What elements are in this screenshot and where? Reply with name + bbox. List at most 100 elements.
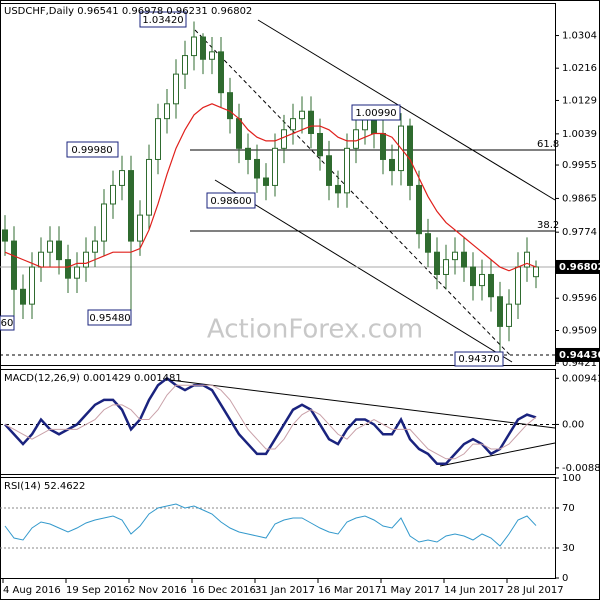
candle-body (443, 259, 449, 275)
candle-body (146, 158, 152, 216)
annotation-label: 0.99980 (71, 145, 112, 156)
candle-body (173, 73, 179, 105)
annotation: 0.98600 (206, 192, 256, 209)
y-tick-label: 70 (562, 503, 575, 514)
candle-body (470, 266, 476, 287)
channel-line (214, 179, 513, 363)
candle-body (335, 184, 341, 194)
candle-body (65, 259, 71, 279)
fib-label: 38.2 (537, 220, 559, 231)
label: MACD(12,26,9) (4, 373, 80, 384)
candle-body (2, 229, 8, 242)
annotation: 60 (0, 315, 15, 331)
y-tick-label: 0.9865 (562, 193, 597, 204)
candle-body (56, 240, 62, 261)
candle-body (245, 147, 251, 160)
series-line (4, 376, 537, 465)
y-tick-label: 1.0129 (562, 95, 597, 106)
x-tick-label: 16 Dec 2016 (192, 585, 256, 596)
candle-body (461, 251, 467, 268)
close-value: 0.96802 (211, 6, 252, 17)
fib-label: 61.8 (537, 139, 559, 150)
candle-body (38, 251, 44, 268)
annotation-label: 60 (1, 318, 14, 329)
candle-body (110, 184, 116, 205)
candle-body (209, 51, 215, 60)
candle-body (299, 110, 305, 120)
candle-body (479, 273, 485, 287)
candle-body (83, 251, 89, 268)
candle-body (92, 240, 98, 253)
annotation: 0.94370 (454, 351, 504, 367)
x-tick-label: 31 Jan 2017 (255, 585, 315, 596)
rsi-title: RSI(14) 52.4622 (4, 481, 85, 492)
y-tick-label: 0.9509 (562, 325, 597, 336)
y-tick-label: 0.9774 (562, 227, 597, 238)
candle-body (344, 147, 350, 194)
candle-body (380, 132, 386, 160)
candle-body (317, 132, 323, 157)
y-tick-label: 100 (562, 473, 581, 484)
candle-body (497, 296, 503, 327)
candle-body (164, 103, 170, 120)
candle-body (371, 118, 377, 134)
y-tick-label: 0 (562, 573, 568, 584)
candle-body (101, 203, 107, 242)
series-line (4, 384, 537, 460)
annotation-label: 0.95480 (89, 313, 130, 324)
y-tick-label: 30 (562, 543, 575, 554)
candle-body (506, 303, 512, 327)
candle-body (515, 266, 521, 305)
main-panel (0, 3, 556, 366)
candle-body (416, 184, 422, 235)
rsi-value: 52.4622 (44, 481, 85, 492)
y-tick-label: 0.00 (562, 419, 584, 430)
price-box (556, 259, 600, 274)
high-value: 0.96978 (122, 6, 163, 17)
channel-line (257, 19, 556, 201)
rsi-panel (0, 477, 556, 579)
y-tick-label: 1.0304 (562, 31, 597, 42)
candle-body (326, 155, 332, 186)
candle-body (47, 240, 53, 253)
macd-value: 0.001429 (83, 373, 131, 384)
x-tick-label: 14 Jun 2017 (444, 585, 504, 596)
candle-body (155, 118, 161, 160)
candle-body (308, 110, 314, 134)
low-value: 0.96231 (166, 6, 207, 17)
candle-body (191, 36, 197, 57)
candle-body (137, 214, 143, 242)
candle-body (488, 273, 494, 298)
y-tick-label: 1.0216 (562, 63, 597, 74)
price-box-label: 0.94430 (559, 350, 600, 361)
candle-body (281, 129, 287, 149)
trend-line (194, 29, 511, 356)
x-tick-label: 19 Sep 2016 (66, 585, 129, 596)
label: RSI(14) (4, 481, 41, 492)
x-tick-label: 28 Jul 2017 (507, 585, 564, 596)
price-box (556, 347, 600, 362)
candle-body (128, 170, 134, 242)
candle-body (29, 266, 35, 305)
symbol: USDCHF,Daily (4, 6, 74, 17)
candle-body (407, 125, 413, 186)
moving-average (4, 103, 537, 272)
macd-trend-line (439, 442, 556, 467)
macd-title: MACD(12,26,9) 0.001429 0.001481 (4, 373, 182, 384)
y-tick-label: -0.008852 (562, 463, 600, 474)
annotation: 0.95480 (87, 309, 132, 326)
candle-body (74, 266, 80, 279)
x-tick-label: 4 Aug 2016 (3, 585, 61, 596)
annotation: 1.03420 (139, 11, 187, 28)
price-box-label: 0.96802 (559, 262, 600, 273)
annotation: 0.99980 (66, 141, 119, 158)
y-tick-label: 1.0039 (562, 129, 597, 140)
candle-body (227, 92, 233, 120)
candle-body (353, 129, 359, 149)
candle-body (452, 251, 458, 261)
x-tick-label: 2 Nov 2016 (129, 585, 187, 596)
series-line (4, 503, 537, 547)
y-tick-label: 0.9596 (562, 293, 597, 304)
candle-body (236, 118, 242, 149)
